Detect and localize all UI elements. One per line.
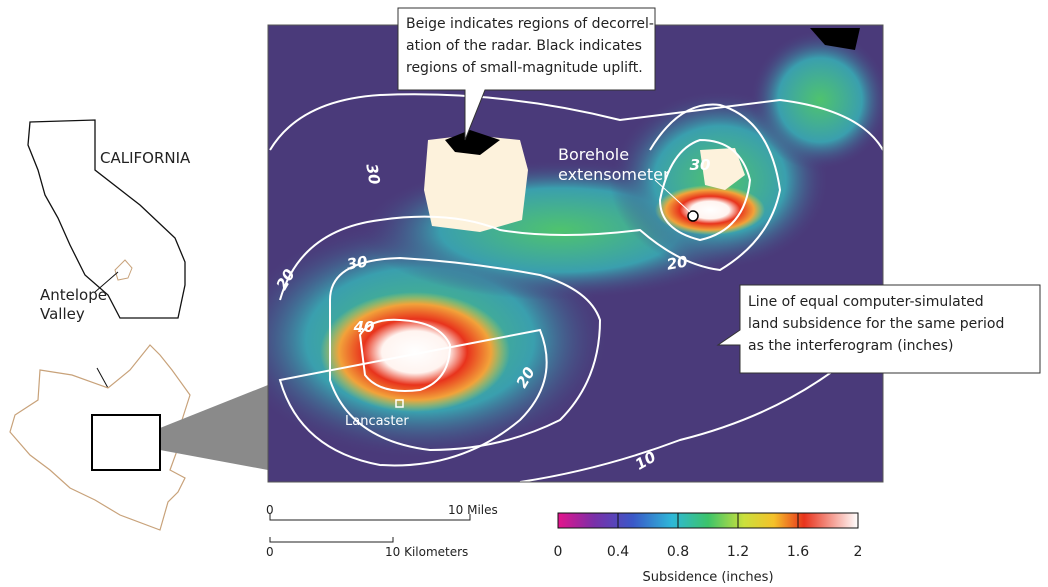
colorbar-tick-label: 2 <box>854 544 863 560</box>
uplift <box>445 130 500 155</box>
contour-30 <box>329 138 752 452</box>
colorbar-tick-label: 0.8 <box>667 544 689 560</box>
decorrelation <box>700 148 745 190</box>
subsidence-peak <box>320 292 510 412</box>
callout-text: land subsidence for the same period <box>748 316 1004 332</box>
lancaster-label: Lancaster <box>345 414 409 429</box>
inset: CALIFORNIA Antelope Valley <box>9 119 268 531</box>
contour-label: 40 <box>353 318 375 336</box>
decorrelation <box>424 135 528 232</box>
colorbar <box>557 512 859 529</box>
borehole-label: Borehole <box>558 145 629 164</box>
callout: Beige indicates regions of decorrel- ati… <box>397 7 656 141</box>
leader <box>94 271 119 293</box>
callout-text: Beige indicates regions of decorrel- <box>406 16 654 32</box>
region-label: Valley <box>40 305 85 323</box>
antelope-outline <box>9 344 191 531</box>
contour-20 <box>278 103 782 467</box>
contour-label: 30 <box>345 252 369 273</box>
colorbar-ticks: 0 0.4 0.8 1.2 1.6 2 <box>554 513 863 560</box>
zoom-wedge <box>160 385 268 470</box>
uplift <box>810 28 860 50</box>
colorbar-tick-label: 0.4 <box>607 544 629 560</box>
borehole-label: extensometer <box>558 165 670 184</box>
extensometer-marker <box>687 210 699 222</box>
leader <box>96 367 109 389</box>
contour-label: 30 <box>362 162 383 186</box>
colorbar-tick-label: 0 <box>554 544 563 560</box>
callout: Line of equal computer-simulated land su… <box>716 284 1041 374</box>
subsidence-peak <box>655 185 765 235</box>
signal <box>750 30 883 170</box>
california-outline <box>27 119 186 319</box>
scale-label: 10 Miles <box>448 503 498 517</box>
state-label: CALIFORNIA <box>100 149 191 167</box>
contour-40 <box>358 318 452 392</box>
colorbar-tick-label: 1.6 <box>787 544 809 560</box>
scale-bars <box>269 514 471 543</box>
callout-text: Line of equal computer-simulated <box>748 294 984 310</box>
study-area <box>91 414 161 471</box>
leader <box>654 179 691 213</box>
scale-bar <box>269 537 394 543</box>
region-label: Antelope <box>40 286 107 304</box>
callout-text: as the interferogram (inches) <box>748 338 953 354</box>
colorbar-tick-label: 1.2 <box>727 544 749 560</box>
contour-label: 20 <box>665 252 689 273</box>
lancaster-marker <box>395 399 404 408</box>
colorbar-title: Subsidence (inches) <box>642 570 773 585</box>
contour-label: 30 <box>690 156 711 174</box>
callout-text: ation of the radar. Black indicates <box>406 38 642 54</box>
scale-label: 0 <box>266 545 274 559</box>
scale-label: 0 <box>266 503 274 517</box>
scale-bar <box>269 514 471 521</box>
antelope-small <box>114 259 133 281</box>
scale-label: 10 Kilometers <box>385 545 468 559</box>
callout-text: regions of small-magnitude uplift. <box>406 60 643 76</box>
